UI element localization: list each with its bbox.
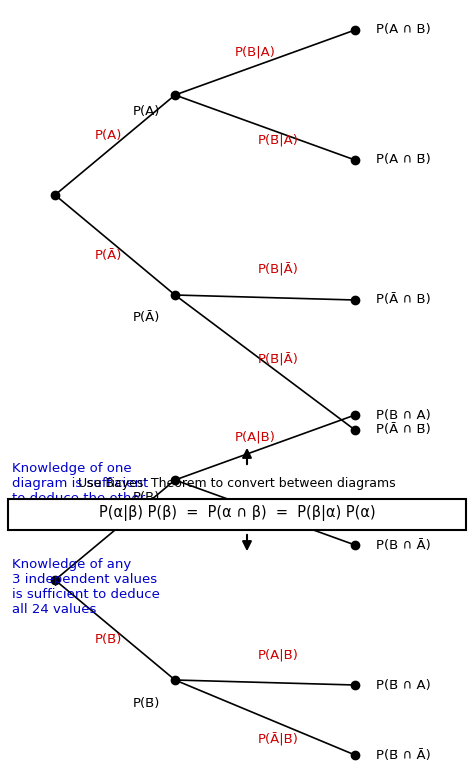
Text: P(Ā): P(Ā) [95,249,122,261]
Text: P(A): P(A) [95,128,122,142]
Text: P(A ∩ B̄): P(A ∩ B̄) [376,153,431,167]
Text: P(A|B̄): P(A|B̄) [257,648,299,662]
Text: P(Ā): P(Ā) [133,311,160,325]
Text: P(Ā ∩ B): P(Ā ∩ B) [376,293,431,307]
Text: P(B): P(B) [133,490,160,504]
Text: P(Ā ∩ B̄): P(Ā ∩ B̄) [376,424,431,436]
Text: P(B ∩ Ā): P(B ∩ Ā) [376,539,431,551]
Text: P(B̄ ∩ Ā): P(B̄ ∩ Ā) [376,748,431,762]
Text: P(B): P(B) [95,514,122,526]
Text: P(B|A): P(B|A) [235,45,275,59]
Text: Knowledge of one
diagram is sufficient
to deduce the other: Knowledge of one diagram is sufficient t… [12,462,148,505]
Text: P(Ā|B): P(Ā|B) [257,518,299,532]
Text: P(B̄|Ā): P(B̄|Ā) [257,353,299,367]
Text: Knowledge of any
3 independent values
is sufficient to deduce
all 24 values: Knowledge of any 3 independent values is… [12,558,160,616]
Text: P(B̄): P(B̄) [133,697,160,709]
Text: P(A ∩ B): P(A ∩ B) [376,23,431,37]
Text: P(B̄|A): P(B̄|A) [257,134,299,146]
Text: P(A): P(A) [133,106,160,119]
Text: P(B̄): P(B̄) [95,633,122,647]
Text: P(B̄ ∩ A): P(B̄ ∩ A) [376,679,431,691]
Text: P(B ∩ A): P(B ∩ A) [376,408,431,421]
Text: P(A|B): P(A|B) [235,431,275,443]
Bar [8,499,466,530]
Text: P(Ā|B̄): P(Ā|B̄) [257,734,299,747]
Text: P(α|β) P(β)  =  P(α ∩ β)  =  P(β|α) P(α): P(α|β) P(β) = P(α ∩ β) = P(β|α) P(α) [99,505,375,521]
Text: Use Bayes' Theorem to convert between diagrams: Use Bayes' Theorem to convert between di… [78,477,396,490]
Text: P(B|Ā): P(B|Ā) [257,264,299,277]
